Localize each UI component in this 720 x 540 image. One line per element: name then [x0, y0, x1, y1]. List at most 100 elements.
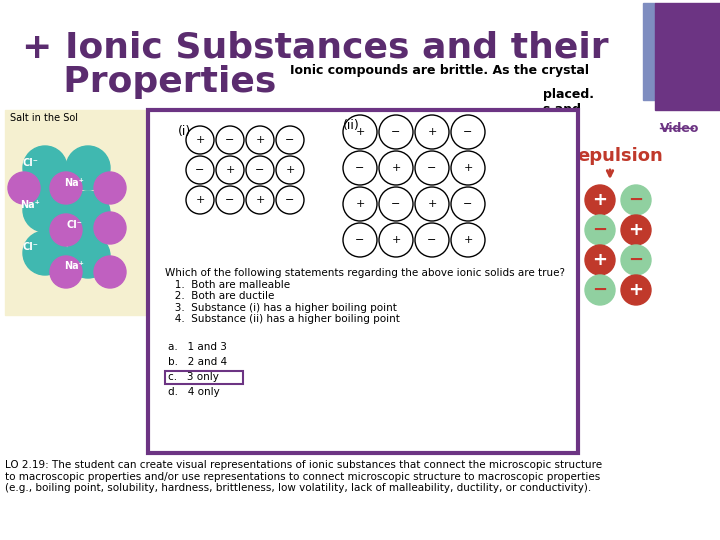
Text: Cl⁻: Cl⁻ [66, 220, 82, 230]
Text: (i): (i) [178, 125, 192, 138]
Text: +: + [593, 251, 608, 269]
Text: +: + [391, 235, 401, 245]
Text: −: − [391, 199, 401, 209]
Circle shape [415, 187, 449, 221]
Circle shape [66, 191, 110, 235]
Bar [655, 3, 720, 110]
Text: −: − [427, 163, 437, 173]
Text: −: − [285, 135, 294, 145]
Circle shape [23, 188, 67, 232]
Circle shape [186, 186, 214, 214]
Text: + Ionic Substances and their: + Ionic Substances and their [22, 30, 608, 64]
Text: +: + [256, 195, 265, 205]
Circle shape [451, 187, 485, 221]
Bar [643, 3, 655, 100]
Circle shape [621, 185, 651, 215]
Circle shape [379, 187, 413, 221]
Text: +: + [195, 195, 204, 205]
Circle shape [246, 156, 274, 184]
Circle shape [621, 215, 651, 245]
Bar [5, 110, 163, 315]
Text: +: + [355, 199, 365, 209]
Text: +: + [391, 163, 401, 173]
Circle shape [216, 126, 244, 154]
Text: −: − [225, 135, 235, 145]
Text: −: − [225, 195, 235, 205]
Text: Ionic compounds are brittle. As the crystal: Ionic compounds are brittle. As the crys… [290, 64, 589, 77]
Text: −: − [463, 127, 473, 137]
Circle shape [8, 172, 40, 204]
Circle shape [50, 256, 82, 288]
Circle shape [451, 115, 485, 149]
Circle shape [379, 151, 413, 185]
Text: Na⁺: Na⁺ [64, 178, 84, 188]
Circle shape [621, 245, 651, 275]
Text: Video: Video [660, 122, 699, 135]
Circle shape [585, 275, 615, 305]
Text: −: − [593, 221, 608, 239]
Text: +: + [629, 221, 644, 239]
Circle shape [343, 115, 377, 149]
Text: −: − [285, 195, 294, 205]
Text: s and: s and [543, 103, 581, 116]
Circle shape [23, 146, 67, 190]
Circle shape [94, 212, 126, 244]
Text: −: − [463, 199, 473, 209]
Circle shape [50, 214, 82, 246]
Text: +: + [427, 127, 437, 137]
Text: placed.: placed. [543, 88, 594, 101]
Text: LO 2.19: The student can create visual representations of ionic substances that : LO 2.19: The student can create visual r… [5, 460, 602, 493]
Text: −: − [629, 191, 644, 209]
Circle shape [66, 234, 110, 278]
Text: −: − [355, 235, 365, 245]
Circle shape [415, 151, 449, 185]
Text: epulsion: epulsion [577, 147, 662, 165]
Circle shape [94, 256, 126, 288]
Circle shape [276, 126, 304, 154]
Circle shape [246, 186, 274, 214]
Circle shape [621, 275, 651, 305]
Circle shape [343, 223, 377, 257]
Text: Which of the following statements regarding the above ionic solids are true?
   : Which of the following statements regard… [165, 268, 565, 325]
Text: −: − [195, 165, 204, 175]
Text: −: − [256, 165, 265, 175]
Circle shape [343, 187, 377, 221]
Circle shape [451, 151, 485, 185]
Text: c.   3 only: c. 3 only [168, 372, 219, 382]
Circle shape [50, 172, 82, 204]
Circle shape [186, 156, 214, 184]
Circle shape [379, 115, 413, 149]
Text: Cl⁻: Cl⁻ [22, 158, 38, 168]
Circle shape [585, 185, 615, 215]
Circle shape [585, 245, 615, 275]
Circle shape [94, 172, 126, 204]
Circle shape [415, 223, 449, 257]
Text: +: + [463, 163, 473, 173]
Text: −: − [593, 281, 608, 299]
FancyBboxPatch shape [148, 110, 578, 453]
Text: Cl⁻: Cl⁻ [22, 242, 38, 252]
Circle shape [415, 115, 449, 149]
Text: Salt in the Sol: Salt in the Sol [10, 113, 78, 123]
Text: +: + [463, 235, 473, 245]
Text: d.   4 only: d. 4 only [168, 387, 220, 397]
Circle shape [451, 223, 485, 257]
Circle shape [186, 126, 214, 154]
Text: Na⁺: Na⁺ [20, 200, 40, 210]
Text: Properties: Properties [38, 65, 276, 99]
Text: −: − [391, 127, 401, 137]
Text: +: + [256, 135, 265, 145]
Text: Na⁺: Na⁺ [64, 261, 84, 271]
Text: a.   1 and 3: a. 1 and 3 [168, 342, 227, 352]
Text: +: + [629, 281, 644, 299]
Text: −: − [629, 251, 644, 269]
Text: Source: Source [660, 3, 708, 16]
Text: +: + [355, 127, 365, 137]
Text: +: + [195, 135, 204, 145]
Bar [568, 117, 716, 345]
Circle shape [246, 126, 274, 154]
Circle shape [585, 215, 615, 245]
Bar [165, 371, 243, 384]
Circle shape [23, 231, 67, 275]
Text: +: + [593, 191, 608, 209]
